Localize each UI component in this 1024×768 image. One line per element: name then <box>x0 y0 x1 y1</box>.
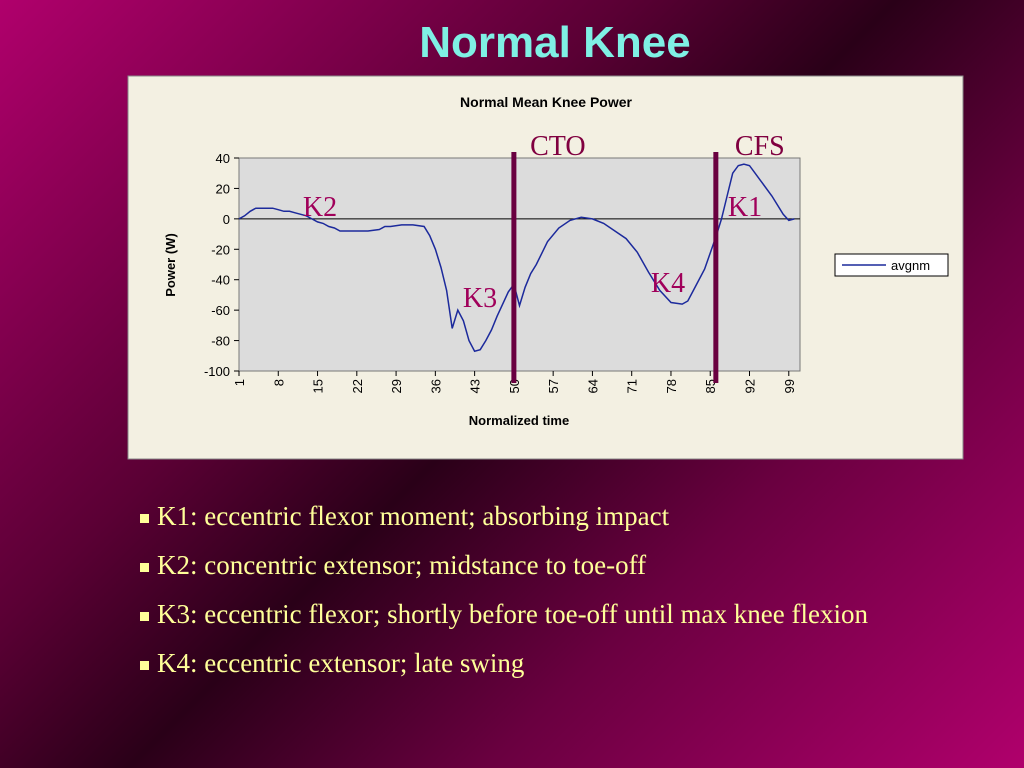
event-label: CTO <box>530 131 586 162</box>
phase-label: K2 <box>303 192 337 223</box>
x-tick-label: 57 <box>546 379 561 393</box>
x-tick-label: 15 <box>311 379 326 393</box>
bullet: K4: eccentric extensor; late swing <box>140 643 963 683</box>
x-tick-label: 43 <box>468 379 483 393</box>
y-tick-label: 0 <box>223 212 230 227</box>
phase-label: K3 <box>463 283 497 314</box>
phase-label: K4 <box>651 268 685 299</box>
x-axis-label: Normalized time <box>469 413 569 428</box>
chart-title: Normal Mean Knee Power <box>460 94 632 110</box>
chart: Normal Mean Knee Power Normalized time P… <box>127 75 964 460</box>
bullet: K2: concentric extensor; midstance to to… <box>140 545 963 585</box>
y-axis-label: Power (W) <box>163 233 178 297</box>
x-tick-label: 92 <box>743 379 758 393</box>
x-tick-label: 29 <box>389 379 404 393</box>
bullet-text: K4: eccentric extensor; late swing <box>157 648 525 678</box>
bullet: K1: eccentric flexor moment; absorbing i… <box>140 496 963 536</box>
legend <box>834 253 949 277</box>
x-tick-label: 99 <box>782 379 797 393</box>
event-label: CFS <box>735 131 785 162</box>
x-tick-label: 36 <box>428 379 443 393</box>
x-tick-label: 50 <box>507 379 522 393</box>
legend-label: avgnm <box>891 258 930 273</box>
x-tick-label: 8 <box>271 379 286 386</box>
x-tick-label: 22 <box>350 379 365 393</box>
slide-title: Normal Knee <box>419 18 691 67</box>
x-tick-label: 71 <box>625 379 640 393</box>
bullet-text: K2: concentric extensor; midstance to to… <box>157 550 647 580</box>
y-tick-label: -80 <box>211 334 230 349</box>
x-tick-label: 1 <box>232 379 247 386</box>
bullet-text: K3: eccentric flexor; shortly before toe… <box>157 599 868 629</box>
y-tick-label: -60 <box>211 303 230 318</box>
bullet: K3: eccentric flexor; shortly before toe… <box>140 594 963 634</box>
y-tick-label: -40 <box>211 273 230 288</box>
x-tick-label: 78 <box>664 379 679 393</box>
line-series <box>238 163 795 353</box>
bullet-list: K1: eccentric flexor moment; absorbing i… <box>140 496 963 692</box>
bullet-text: K1: eccentric flexor moment; absorbing i… <box>157 501 670 531</box>
y-tick-label: 40 <box>216 151 230 166</box>
y-tick-label: -100 <box>204 364 230 379</box>
y-tick-label: -20 <box>211 242 230 257</box>
y-tick-label: 20 <box>216 181 230 196</box>
phase-label: K1 <box>728 192 762 223</box>
x-tick-label: 64 <box>585 379 600 393</box>
